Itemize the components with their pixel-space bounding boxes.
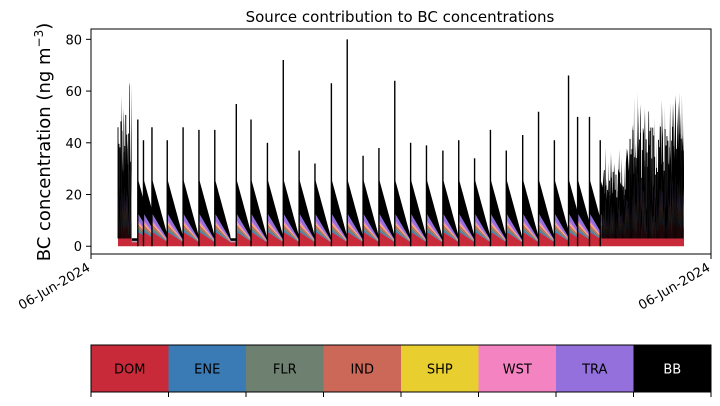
y-tick-label: 20 bbox=[65, 189, 82, 204]
y-axis-label-sup: −3 bbox=[32, 30, 46, 48]
legend-label: ENE bbox=[194, 363, 220, 378]
legend-colorbar: DOM ENE FLR IND SHP WST TRA BB bbox=[90, 344, 712, 397]
x-tick-label: 06-Jun-2024 bbox=[636, 260, 713, 313]
plot-frame bbox=[90, 28, 712, 255]
x-axis-ticks: 06-Jun-2024 06-Jun-2024 bbox=[16, 254, 713, 313]
series-flr bbox=[118, 203, 684, 243]
series-ind bbox=[118, 195, 684, 242]
series-ene bbox=[118, 209, 684, 243]
legend-swatch-ene bbox=[168, 345, 246, 392]
y-tick-label: 60 bbox=[65, 85, 82, 100]
series-dom bbox=[118, 214, 684, 247]
legend-label: BB bbox=[663, 363, 681, 378]
plot-area bbox=[117, 39, 684, 247]
series-bb bbox=[118, 82, 684, 241]
legend-frame bbox=[90, 344, 712, 393]
legend-label: DOM bbox=[114, 363, 145, 378]
legend-swatch-wst bbox=[478, 345, 556, 392]
legend-label: FLR bbox=[273, 363, 297, 378]
legend-swatch-dom bbox=[91, 345, 169, 392]
legend-label: IND bbox=[350, 363, 374, 378]
legend-swatch-shp bbox=[401, 345, 479, 392]
y-axis-ticks: 0 20 40 60 80 bbox=[65, 33, 91, 255]
chart-title: Source contribution to BC concentrations bbox=[246, 8, 555, 26]
legend-swatch-tra bbox=[556, 345, 634, 392]
legend-swatch-bb bbox=[633, 345, 711, 392]
y-axis-label: BC concentration (ng m−3) bbox=[32, 23, 55, 262]
series-tra bbox=[118, 168, 684, 242]
legend-label: SHP bbox=[427, 363, 453, 378]
legend-label: WST bbox=[503, 363, 532, 378]
x-tick-label: 06-Jun-2024 bbox=[16, 260, 93, 313]
y-tick-label: 40 bbox=[65, 137, 82, 152]
legend-swatch-ind bbox=[323, 345, 401, 392]
y-tick-label: 0 bbox=[74, 240, 82, 255]
legend-swatch-flr bbox=[246, 345, 324, 392]
y-tick-label: 80 bbox=[65, 33, 82, 48]
legend-label: TRA bbox=[581, 363, 607, 378]
